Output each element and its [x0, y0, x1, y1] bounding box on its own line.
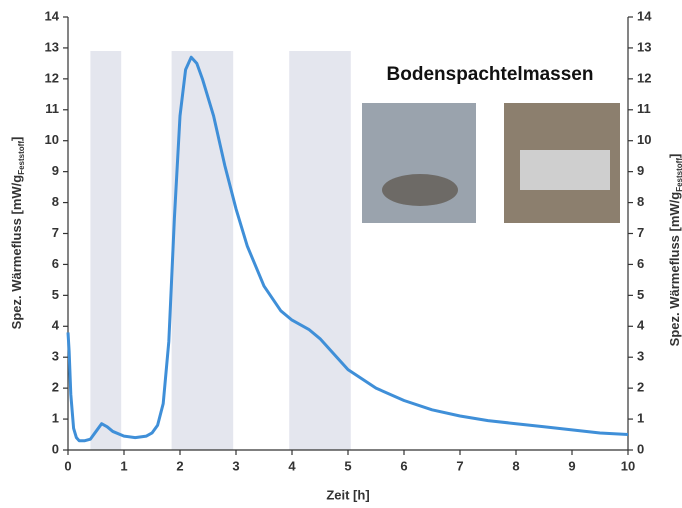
- x-tick-label: 6: [400, 458, 407, 473]
- y-tick-label: 6: [52, 256, 59, 271]
- x-tick-label: 1: [120, 458, 127, 473]
- y2-axis-label: Spez. Wärmefluss [mW/gFeststoff]: [667, 154, 682, 347]
- y2-tick-label: 8: [637, 194, 644, 209]
- y-tick-label: 12: [45, 70, 59, 85]
- annotation: Bodenspachtelmassen: [387, 64, 594, 85]
- y-tick-label: 10: [45, 132, 59, 147]
- photo-detail: [520, 150, 610, 190]
- y-tick-label: 4: [52, 318, 60, 333]
- photo-detail: [382, 174, 458, 206]
- shaded-region: [90, 51, 121, 450]
- y2-tick-label: 5: [637, 287, 644, 302]
- y2-label-main: Spez. Wärmefluss [mW/g: [667, 192, 682, 347]
- x-tick-label: 2: [176, 458, 183, 473]
- y-tick-label: 0: [52, 441, 59, 456]
- y2-tick-label: 3: [637, 349, 644, 364]
- y-tick-label: 7: [52, 225, 59, 240]
- chart: Bodenspachtelmassen Zeit [h] Spez. Wärme…: [0, 0, 682, 508]
- y2-tick-label: 11: [637, 101, 651, 116]
- y2-tick-label: 12: [637, 70, 651, 85]
- y2-tick-label: 10: [637, 132, 651, 147]
- x-tick-label: 0: [64, 458, 71, 473]
- y-tick-label: 5: [52, 287, 59, 302]
- y2-tick-label: 6: [637, 256, 644, 271]
- y-label-sub: Feststoff: [17, 141, 26, 175]
- x-tick-label: 4: [288, 458, 296, 473]
- shaded-region: [289, 51, 351, 450]
- y2-label-sub: Feststoff: [675, 158, 682, 192]
- x-tick-label: 7: [456, 458, 463, 473]
- y2-tick-label: 7: [637, 225, 644, 240]
- x-tick-label: 10: [621, 458, 635, 473]
- y-axis-label: Spez. Wärmefluss [mW/gFeststoff]: [9, 137, 26, 330]
- y-tick-label: 9: [52, 163, 59, 178]
- y2-tick-label: 4: [637, 318, 645, 333]
- y-tick-label: 3: [52, 349, 59, 364]
- y2-tick-label: 0: [637, 441, 644, 456]
- y2-label-end: ]: [667, 154, 682, 158]
- x-tick-label: 3: [232, 458, 239, 473]
- x-tick-label: 5: [344, 458, 351, 473]
- y-label-main: Spez. Wärmefluss [mW/g: [9, 175, 24, 330]
- x-tick-label: 9: [568, 458, 575, 473]
- y-label-end: ]: [9, 137, 24, 141]
- y2-tick-label: 9: [637, 163, 644, 178]
- x-tick-label: 8: [512, 458, 519, 473]
- y-tick-label: 14: [45, 8, 60, 23]
- y-tick-label: 2: [52, 380, 59, 395]
- y2-tick-label: 14: [637, 8, 652, 23]
- y-tick-label: 11: [45, 101, 59, 116]
- y2-tick-label: 13: [637, 39, 651, 54]
- y2-tick-label: 2: [637, 380, 644, 395]
- y-tick-label: 1: [52, 411, 59, 426]
- y-tick-label: 13: [45, 39, 59, 54]
- y2-tick-label: 1: [637, 411, 644, 426]
- y-tick-label: 8: [52, 194, 59, 209]
- x-axis-label: Zeit [h]: [326, 487, 369, 502]
- bands: [90, 51, 350, 450]
